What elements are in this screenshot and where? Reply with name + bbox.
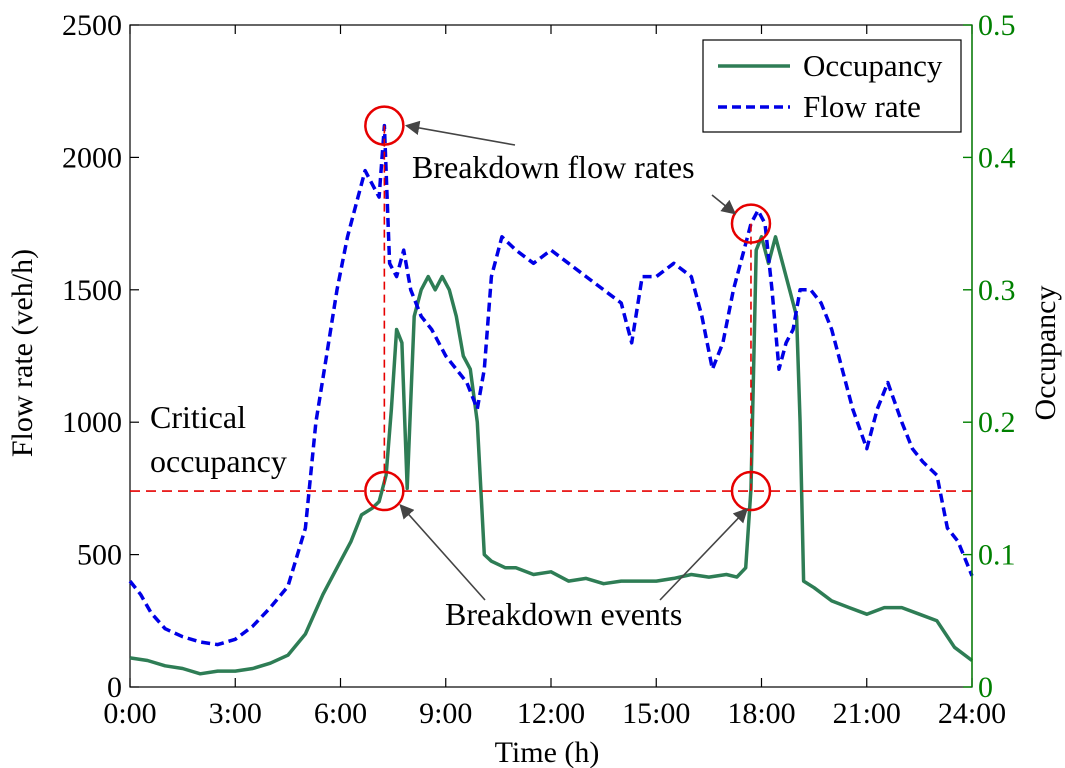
series-line-flow-rate: [128, 123, 974, 647]
series-line-occupancy: [129, 235, 974, 676]
y-axis-title: Flow rate (veh/h): [6, 249, 39, 457]
breakdown-flow-arrow: [404, 120, 516, 146]
breakdown-event-arrow: [399, 503, 486, 601]
y2-tick-label: 0.2: [978, 406, 1016, 439]
legend: Occupancy Flow rate: [702, 39, 962, 133]
breakdown-flow-arrow: [711, 194, 737, 215]
breakdown-flow-marker: [730, 203, 772, 244]
legend-box: [702, 39, 962, 133]
breakdown-event-arrow: [659, 508, 748, 601]
y-tick-label: 2000: [62, 141, 122, 174]
y2-tick-label: 0.1: [978, 539, 1016, 572]
x-tick-label: 6:00: [314, 697, 367, 730]
annotation-layer: [130, 105, 972, 601]
breakdown-event-marker: [730, 470, 772, 512]
breakdown-flow-marker: [364, 105, 405, 146]
y2-tick-label: 0.3: [978, 274, 1016, 307]
x-axis-title: Time (h): [495, 736, 600, 768]
x-tick-label: 12:00: [517, 697, 585, 730]
y-tick-label: 0: [107, 671, 122, 704]
x-tick-label: 3:00: [209, 697, 262, 730]
legend-label-flow-rate: Flow rate: [803, 89, 921, 124]
x-tick-label: 9:00: [419, 697, 472, 730]
y-tick-label: 2500: [62, 9, 122, 42]
y2-tick-label: 0.5: [978, 9, 1016, 42]
y2-tick-label: 0: [978, 671, 993, 704]
axes-layer: 0:00 3:00 6:00 9:00 12:00 15:00 18:00 21:00 24:0…: [62, 9, 1016, 730]
x-tick-label: 18:00: [727, 697, 795, 730]
series-layer: [128, 123, 974, 676]
x-tick-label: 24:00: [938, 697, 1006, 730]
critical-occupancy-label-line1: Critical: [150, 399, 246, 435]
y-tick-label: 1500: [62, 274, 122, 307]
x-tick-label: 0:00: [103, 697, 156, 730]
y-tick-label: 1000: [62, 406, 122, 439]
y2-tick-label: 0.4: [978, 141, 1016, 174]
breakdown-flow-rates-label: Breakdown flow rates: [412, 149, 695, 185]
y2-axis-title: Occupancy: [1029, 286, 1062, 421]
critical-occupancy-label-line2: occupancy: [150, 443, 287, 479]
x-tick-label: 21:00: [833, 697, 901, 730]
breakdown-events-label: Breakdown events: [445, 596, 682, 632]
legend-label-occupancy: Occupancy: [803, 48, 943, 83]
y-tick-label: 500: [77, 539, 122, 572]
x-tick-label: 15:00: [622, 697, 690, 730]
breakdown-event-marker: [364, 470, 405, 512]
